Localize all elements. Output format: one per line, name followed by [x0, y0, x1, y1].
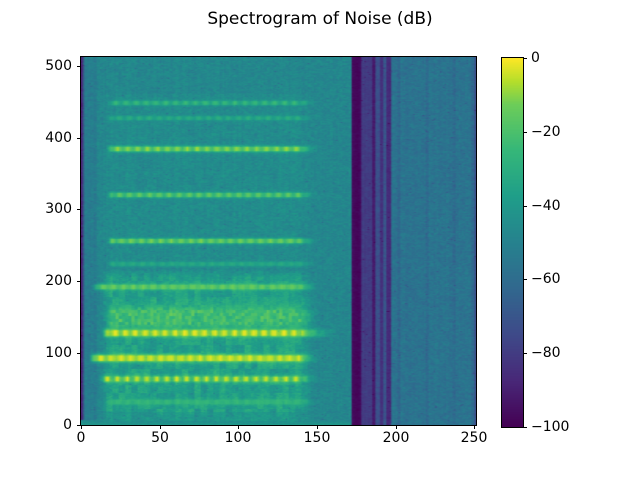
- x-tick-mark: [474, 425, 475, 429]
- y-tick-mark: [77, 66, 81, 67]
- spectrogram-heatmap: [81, 57, 476, 425]
- colorbar-tick-mark: [523, 58, 527, 59]
- y-tick-mark: [77, 425, 81, 426]
- x-tick-label: 50: [151, 430, 169, 446]
- colorbar-tick-mark: [523, 353, 527, 354]
- x-tick-label: 150: [303, 430, 331, 446]
- colorbar-tick-label: −60: [531, 271, 561, 287]
- colorbar-tick-label: −100: [531, 419, 570, 435]
- x-tick-label: 0: [76, 430, 86, 446]
- colorbar: [502, 58, 523, 427]
- colorbar-tick-mark: [523, 279, 527, 280]
- colorbar-tick-label: 0: [531, 50, 540, 66]
- y-tick-label: 400: [45, 130, 72, 146]
- colorbar-tick-mark: [523, 132, 527, 133]
- y-tick-mark: [77, 209, 81, 210]
- colorbar-tick-mark: [523, 427, 527, 428]
- x-tick-mark: [81, 425, 82, 429]
- chart-title: Spectrogram of Noise (dB): [207, 9, 433, 29]
- x-tick-label: 100: [224, 430, 252, 446]
- x-tick-label: 250: [460, 430, 488, 446]
- x-tick-mark: [317, 425, 318, 429]
- y-tick-label: 300: [45, 201, 72, 217]
- x-tick-mark: [160, 425, 161, 429]
- x-tick-mark: [396, 425, 397, 429]
- x-tick-label: 200: [382, 430, 410, 446]
- y-tick-label: 100: [45, 345, 72, 361]
- colorbar-tick-label: −40: [531, 198, 561, 214]
- y-tick-label: 500: [45, 58, 72, 74]
- y-tick-label: 0: [63, 417, 72, 433]
- y-tick-mark: [77, 138, 81, 139]
- colorbar-tick-label: −20: [531, 124, 561, 140]
- colorbar-tick-label: −80: [531, 345, 561, 361]
- colorbar-tick-mark: [523, 206, 527, 207]
- x-tick-mark: [238, 425, 239, 429]
- y-tick-mark: [77, 281, 81, 282]
- y-tick-mark: [77, 353, 81, 354]
- y-tick-label: 200: [45, 273, 72, 289]
